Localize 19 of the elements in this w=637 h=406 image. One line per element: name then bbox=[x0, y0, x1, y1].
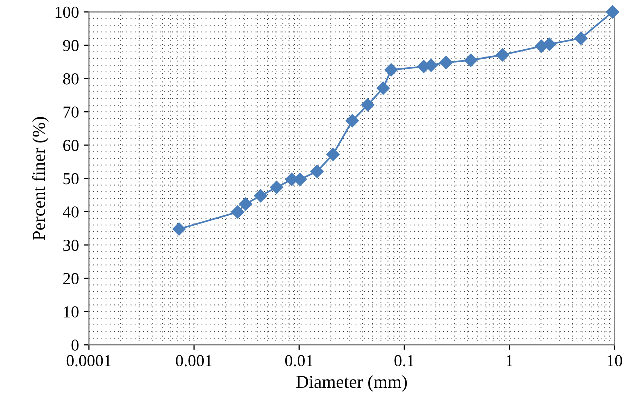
x-tick-label: 0.001 bbox=[176, 355, 212, 367]
y-tick-label: 60 bbox=[64, 140, 79, 152]
y-tick-label: 100 bbox=[56, 6, 79, 18]
y-tick-label: 70 bbox=[64, 106, 79, 118]
y-tick-label: 0 bbox=[72, 340, 79, 352]
x-tick-label: 0.0001 bbox=[66, 355, 112, 367]
x-axis-title: Diameter (mm) bbox=[296, 375, 408, 392]
x-tick-label: 10 bbox=[608, 355, 622, 367]
y-tick-label: 40 bbox=[63, 206, 79, 218]
y-tick-label: 50 bbox=[64, 173, 79, 185]
x-tick-label: 0.01 bbox=[285, 355, 313, 367]
y-axis-title: Percent finer (%) bbox=[32, 117, 49, 240]
x-tick-label: 1 bbox=[506, 355, 513, 366]
y-tick-label: 80 bbox=[63, 73, 79, 85]
y-tick-label: 30 bbox=[64, 240, 79, 252]
y-tick-label: 20 bbox=[64, 273, 79, 284]
y-tick-label: 90 bbox=[63, 40, 79, 52]
y-tick-label: 10 bbox=[64, 306, 79, 318]
x-tick-label: 0.1 bbox=[394, 355, 414, 367]
